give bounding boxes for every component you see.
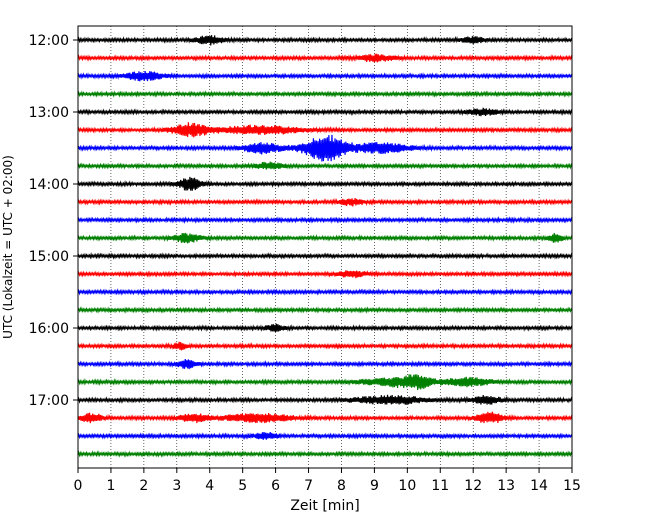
trace-1615 <box>77 341 573 351</box>
x-tick-label: 3 <box>172 478 181 494</box>
trace-1745 <box>77 450 573 458</box>
trace-1215 <box>77 53 573 63</box>
trace-1515 <box>77 269 573 279</box>
trace-1500 <box>77 251 573 260</box>
x-axis-ticks: 0 1 2 3 4 5 6 7 8 9 10 11 12 13 14 15 <box>74 468 581 494</box>
trace-1345 <box>77 161 573 170</box>
x-tick-label: 14 <box>530 478 548 494</box>
y-tick-label: 13:00 <box>29 105 69 121</box>
y-axis-ticks: 12:00 13:00 14:00 15:00 16:00 17:00 <box>29 33 78 409</box>
x-tick-label: 9 <box>370 478 379 494</box>
trace-1545 <box>77 306 573 314</box>
trace-1330 <box>77 134 573 162</box>
y-axis-label: UTC (Lokalzeit = UTC + 02:00) <box>1 155 15 339</box>
x-tick-label: 11 <box>431 478 449 494</box>
trace-1445 <box>77 232 573 244</box>
y-tick-label: 17:00 <box>29 393 69 409</box>
plot-frame <box>77 25 573 469</box>
y-tick-label: 15:00 <box>29 249 69 265</box>
trace-1530 <box>77 288 573 296</box>
trace-1230 <box>77 71 573 82</box>
x-tick-label: 6 <box>271 478 280 494</box>
trace-1400 <box>77 176 573 191</box>
traces <box>77 35 573 458</box>
trace-1645 <box>77 374 573 390</box>
trace-1200 <box>77 35 573 46</box>
x-tick-label: 5 <box>238 478 247 494</box>
x-tick-label: 0 <box>74 478 83 494</box>
y-tick-label: 12:00 <box>29 33 69 49</box>
x-tick-label: 13 <box>497 478 515 494</box>
x-tick-label: 15 <box>563 478 581 494</box>
trace-1415 <box>77 197 573 207</box>
trace-1730 <box>77 432 573 440</box>
trace-1430 <box>77 216 573 225</box>
x-tick-label: 4 <box>205 478 214 494</box>
x-tick-label: 12 <box>464 478 482 494</box>
trace-1315 <box>77 122 573 138</box>
x-axis-label: Zeit [min] <box>290 498 359 514</box>
trace-1245 <box>77 90 573 98</box>
x-tick-label: 8 <box>337 478 346 494</box>
trace-1630 <box>77 358 573 370</box>
x-tick-label: 10 <box>398 478 416 494</box>
y-tick-label: 16:00 <box>29 321 69 337</box>
trace-1300 <box>77 107 573 117</box>
x-tick-label: 2 <box>139 478 148 494</box>
x-tick-label: 1 <box>106 478 115 494</box>
x-tick-label: 7 <box>304 478 313 494</box>
trace-1715 <box>77 411 573 424</box>
trace-1700 <box>77 394 573 405</box>
trace-1600 <box>77 323 573 333</box>
y-tick-label: 14:00 <box>29 177 69 193</box>
